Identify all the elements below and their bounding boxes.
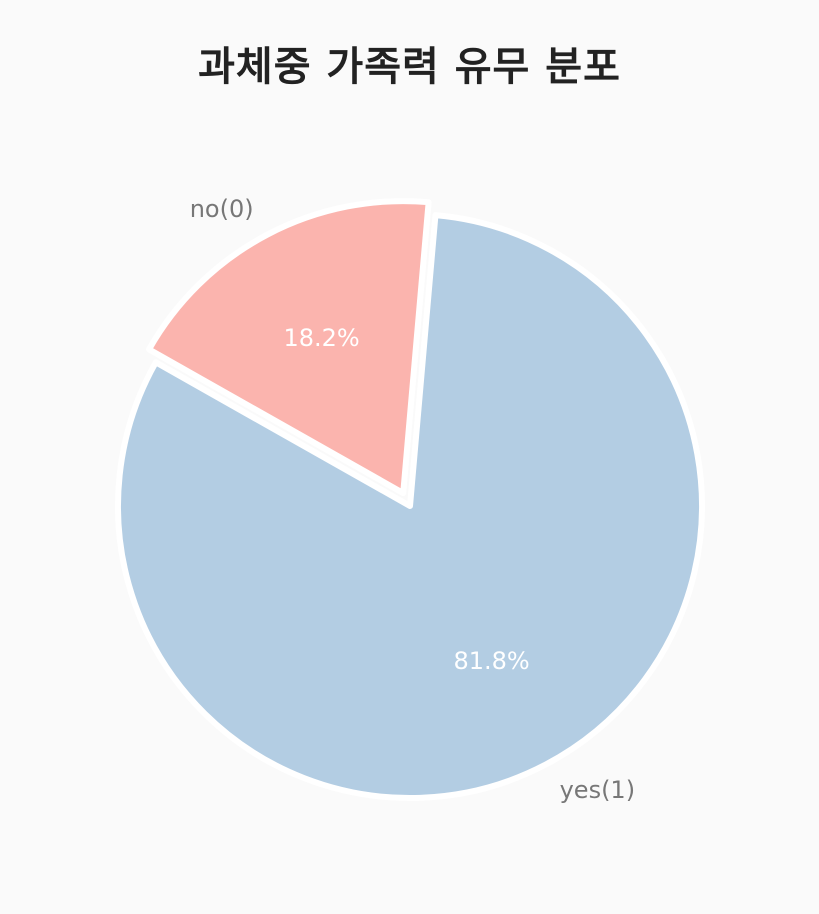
pie-slice-no [146,198,432,497]
pie-labels: no(0) 18.2% yes(1) 81.8% [190,195,635,804]
slice-label-no: no(0) [190,195,254,223]
pct-label-yes: 81.8% [453,647,529,675]
pie-slices [115,198,705,801]
pct-label-no: 18.2% [283,324,359,352]
pie-slice-yes [115,212,705,801]
chart-title: 과체중 가족력 유무 분포 [198,44,621,90]
slice-label-yes: yes(1) [560,776,635,804]
